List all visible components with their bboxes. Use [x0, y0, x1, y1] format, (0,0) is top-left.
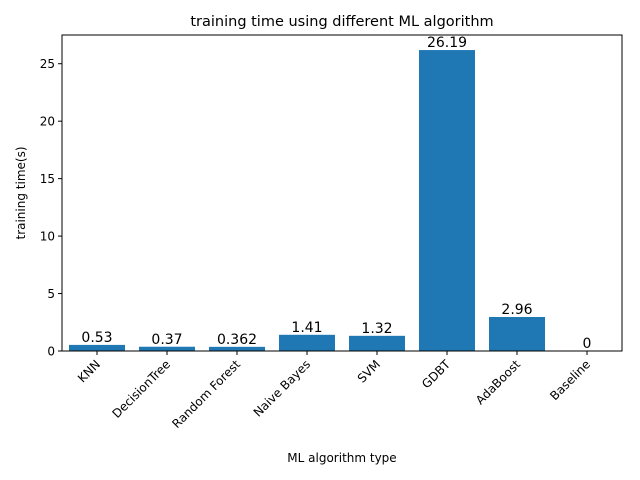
x-tick-label: Random Forest: [169, 357, 243, 431]
bar-adaboost: [489, 316, 545, 351]
x-axis-label: ML algorithm type: [287, 451, 396, 465]
data-label: 1.32: [361, 321, 392, 337]
x-tick-label: KNN: [75, 357, 103, 385]
bar-knn: [69, 344, 125, 351]
data-label: 2.96: [501, 302, 532, 318]
data-label: 0.362: [217, 332, 257, 348]
y-axis: 0 5 10 15 20 25: [40, 57, 62, 359]
y-tick-label: 25: [40, 57, 55, 71]
bar-gdbt: [419, 50, 475, 352]
data-label: 0: [583, 336, 592, 352]
data-label: 0.53: [81, 330, 112, 346]
bar-random-forest: [209, 346, 265, 351]
y-tick-label: 15: [40, 172, 55, 186]
data-label: 1.41: [291, 320, 322, 336]
bar-svm: [349, 335, 405, 351]
bar-decisiontree: [139, 346, 195, 351]
x-tick-label: SVM: [355, 357, 383, 385]
y-axis-label: training time(s): [14, 146, 28, 239]
y-tick-label: 20: [40, 115, 55, 129]
plot-frame: [61, 34, 623, 352]
y-tick-label: 10: [40, 230, 55, 244]
x-tick-label: DecisionTree: [109, 357, 173, 421]
chart-title: training time using different ML algorit…: [190, 14, 493, 30]
data-label: 0.37: [151, 332, 182, 348]
bar-naive-bayes: [279, 334, 335, 351]
y-tick-label: 0: [47, 345, 55, 359]
x-tick-label: Naive Bayes: [251, 357, 313, 419]
x-tick-label: GDBT: [419, 357, 453, 391]
y-tick-label: 5: [47, 287, 55, 301]
x-tick-label: AdaBoost: [473, 357, 523, 407]
data-label: 26.19: [427, 35, 467, 51]
bars-group: [69, 50, 545, 352]
data-labels-group: 0.53 0.37 0.362 1.41 1.32 26.19 2.96 0: [81, 35, 591, 352]
x-tick-label: Baseline: [547, 357, 593, 403]
